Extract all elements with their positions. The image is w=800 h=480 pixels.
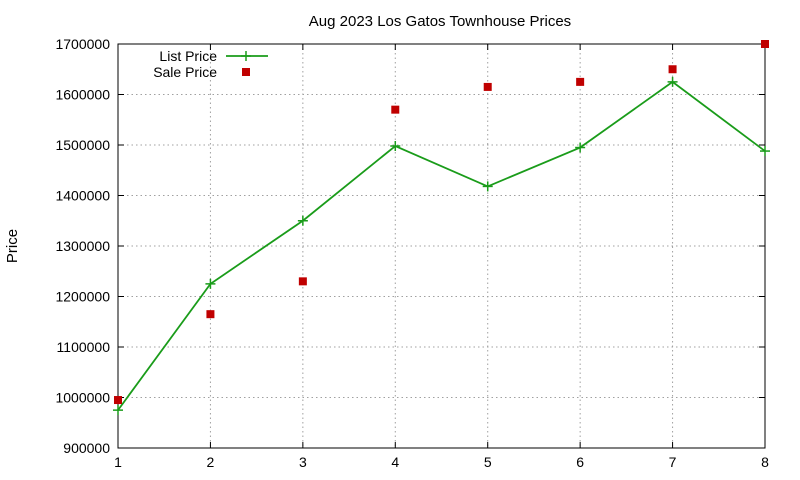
sale-price-point: [668, 65, 677, 74]
list-price-point: [760, 146, 770, 157]
x-tick-label: 3: [299, 454, 307, 470]
chart-title: Aug 2023 Los Gatos Townhouse Prices: [309, 13, 571, 30]
y-tick-label: 1100000: [57, 339, 111, 355]
list-price-point: [390, 141, 401, 152]
y-tick-label: 1700000: [55, 36, 110, 52]
sale-price-point: [114, 396, 122, 405]
x-tick-label: 6: [576, 454, 584, 470]
y-tick-label: 1400000: [55, 188, 110, 204]
y-tick-label: 1000000: [55, 390, 110, 406]
sale-price-point: [761, 40, 769, 48]
series-sale-price: [114, 40, 769, 405]
list-price-point: [667, 76, 678, 87]
series-list-price: [113, 76, 770, 416]
sale-price-point: [206, 310, 215, 319]
legend-label-sale-price: Sale Price: [153, 64, 217, 80]
list-price-line: [117, 80, 766, 411]
legend-swatch-plus: [241, 51, 251, 61]
x-tick-label: 5: [484, 454, 492, 470]
sale-price-point: [483, 82, 492, 91]
list-price-point: [482, 181, 493, 192]
x-tick-label: 7: [669, 454, 677, 470]
x-tick-label: 1: [114, 454, 122, 470]
x-tick-label: 8: [761, 454, 769, 470]
legend-label-list-price: List Price: [159, 48, 217, 64]
y-tick-label: 1500000: [55, 137, 110, 153]
series-layer: [113, 40, 770, 416]
list-price-point: [297, 215, 308, 226]
axis-ticks: 900000 1000000 1100000 1200000 1300000 140000…: [55, 36, 769, 470]
sale-price-point: [576, 77, 585, 86]
list-price-point: [205, 278, 216, 289]
y-tick-label: 1600000: [55, 87, 110, 103]
y-tick-label: 1200000: [55, 289, 110, 305]
y-axis-label: Price: [4, 229, 21, 263]
list-price-point: [575, 142, 586, 153]
y-tick-label: 1300000: [55, 238, 110, 254]
x-tick-label: 2: [207, 454, 215, 470]
list-price-point: [113, 405, 123, 416]
grid-lines: [118, 44, 765, 448]
sale-price-point: [391, 105, 400, 114]
sale-price-point: [298, 277, 307, 286]
y-tick-label: 900000: [63, 440, 110, 456]
x-tick-label: 4: [391, 454, 399, 470]
legend-swatch-square: [242, 68, 250, 76]
